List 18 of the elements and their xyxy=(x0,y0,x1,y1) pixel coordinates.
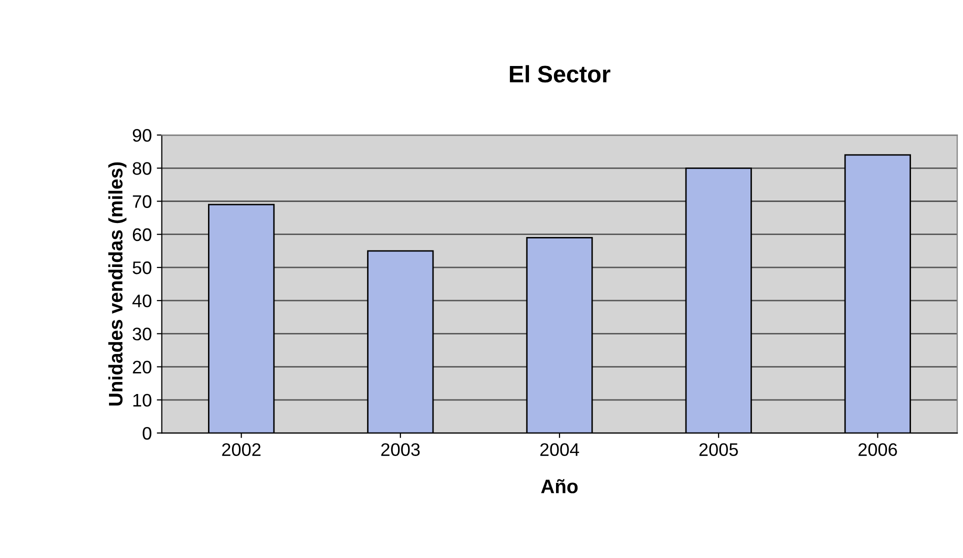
x-tick-label: 2006 xyxy=(858,443,897,456)
x-tick-label: 2004 xyxy=(540,443,580,456)
y-tick-label: 40 xyxy=(132,294,152,308)
x-tick-label: 2002 xyxy=(222,443,261,456)
x-axis-title: Año xyxy=(541,479,578,494)
y-tick-label: 80 xyxy=(132,162,152,175)
y-tick-label: 0 xyxy=(142,426,152,440)
y-tick-label: 20 xyxy=(132,360,152,374)
y-axis-title: Unidades vendidas (miles) xyxy=(108,162,126,406)
y-tick-label: 70 xyxy=(132,195,152,208)
chart-title: El Sector xyxy=(510,65,610,82)
y-tick-label: 60 xyxy=(132,228,152,242)
x-tick-label: 2003 xyxy=(381,443,420,456)
y-tick-label: 30 xyxy=(132,328,152,340)
y-tick-label: 90 xyxy=(132,128,152,142)
y-tick-label: 10 xyxy=(133,394,152,407)
y-tick-label: 50 xyxy=(132,261,152,274)
x-tick-label: 2005 xyxy=(699,443,738,456)
